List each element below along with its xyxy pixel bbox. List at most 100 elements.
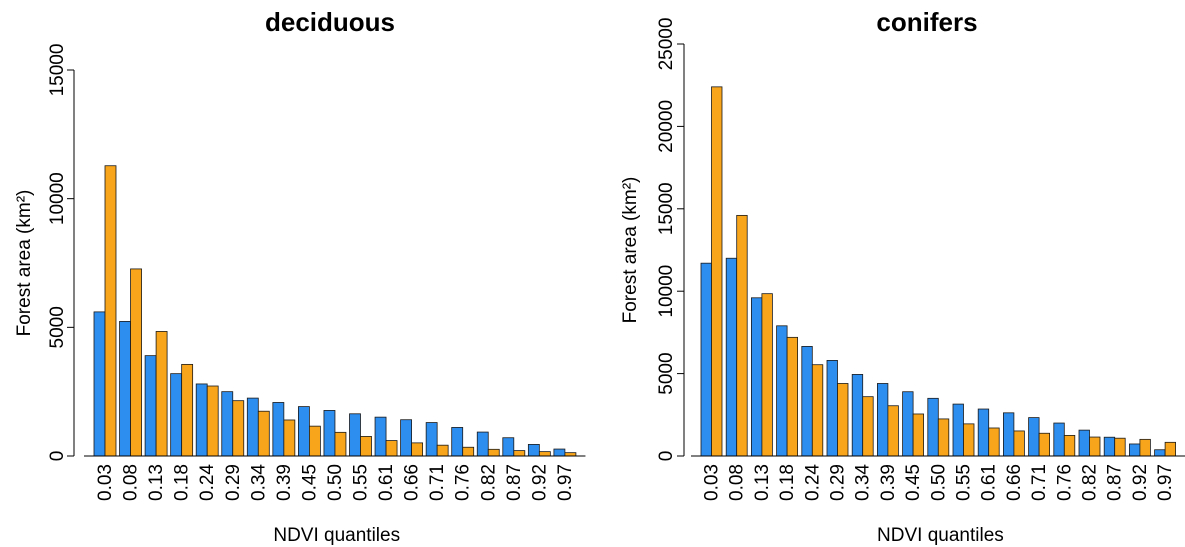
x-tick-label: 0.24 [197,464,218,501]
x-tick-label: 0.76 [453,464,474,501]
bar-orange-0.03 [711,86,723,457]
x-tick-label: 0.66 [1004,464,1025,501]
bar-blue-0.82 [1078,429,1090,457]
bar-orange-0.50 [937,418,950,457]
x-tick-label: 0.34 [248,464,269,501]
x-tick-label: 0.24 [802,464,823,501]
bar-orange-0.61 [385,440,398,457]
x-tick-label: 0.55 [351,464,372,501]
bar-orange-0.03 [104,165,117,457]
bar-orange-0.92 [1139,438,1151,457]
x-tick-label: 0.92 [529,464,550,501]
x-tick-label: 0.50 [928,464,949,501]
x-axis-label: NDVI quantiles [877,525,1004,546]
bar-blue-0.55 [349,413,361,457]
bar-orange-0.34 [257,410,270,457]
bar-blue-0.50 [323,410,336,457]
bar-orange-0.39 [887,405,899,457]
y-tick-label: 0 [47,451,68,462]
x-tick-label: 0.18 [172,464,193,501]
x-tick-label: 0.71 [1029,464,1050,501]
bar-blue-0.08 [725,257,738,457]
bar-orange-0.61 [988,427,1000,457]
bar-orange-0.66 [411,442,424,457]
bar-blue-0.24 [801,346,813,457]
x-tick-label: 0.87 [1105,464,1126,501]
bar-orange-0.08 [736,214,748,457]
bar-blue-0.82 [476,431,489,457]
x-axis-label: NDVI quantiles [273,525,400,546]
x-tick-label: 0.66 [402,464,423,501]
bar-orange-0.87 [513,450,526,457]
bar-blue-0.18 [776,325,788,457]
bar-orange-0.45 [912,413,924,457]
bar-orange-0.29 [837,383,849,457]
bar-blue-0.39 [272,402,285,457]
y-tick-label: 5000 [656,352,677,394]
x-tick-label: 0.82 [1080,464,1101,501]
y-tick-label: 15000 [47,44,68,97]
bar-blue-0.97 [1154,449,1166,457]
bar-blue-0.76 [1053,422,1065,457]
bar-orange-0.66 [1013,430,1025,457]
y-tick-label: 10000 [656,265,677,318]
bar-orange-0.97 [564,452,577,457]
bar-orange-0.39 [283,419,296,457]
x-tick-label: 0.97 [555,464,576,501]
bar-blue-0.29 [826,360,838,457]
bar-orange-0.97 [1164,441,1176,457]
bar-orange-0.18 [181,363,194,457]
x-tick-label: 0.13 [146,464,167,501]
x-tick-label: 0.34 [853,464,874,501]
bar-blue-0.50 [927,397,939,457]
x-tick-label: 0.55 [954,464,975,501]
bar-blue-0.87 [502,437,515,457]
bar-orange-0.55 [963,423,975,457]
chart-panel-conifers: conifers 0 5000 10000 15000 20000 25000 Forest … [620,7,1185,546]
bar-blue-0.13 [144,355,157,457]
x-tick-label: 0.97 [1155,464,1176,501]
bar-orange-0.34 [862,396,874,457]
x-tick-label: 0.61 [979,464,1000,501]
x-tick-label: 0.39 [878,464,899,501]
bar-blue-0.55 [952,403,964,457]
bar-blue-0.03 [93,311,106,457]
y-tick-label: 15000 [656,182,677,235]
x-tick-label: 0.82 [478,464,499,501]
bar-blue-0.03 [700,262,712,457]
x-tick-label: 0.03 [702,464,723,501]
bar-orange-0.82 [487,448,500,457]
x-tick-label: 0.18 [777,464,798,501]
bar-blue-0.92 [527,444,540,457]
bar-orange-0.71 [1038,432,1050,457]
bar-blue-0.45 [902,391,914,457]
bar-blue-0.66 [400,419,413,457]
bar-orange-0.92 [538,451,551,457]
x-tick-label: 0.71 [427,464,448,501]
bar-blue-0.45 [297,406,310,457]
x-tick-label: 0.29 [223,464,244,501]
x-tick-label: 0.92 [1130,464,1151,501]
bar-orange-0.24 [206,385,219,457]
bar-blue-0.08 [119,321,131,457]
bar-orange-0.18 [786,336,798,457]
bar-orange-0.50 [334,431,347,457]
bar-blue-0.34 [851,374,864,457]
bar-blue-0.24 [195,383,208,457]
bar-blue-0.61 [977,408,990,457]
chart-panel-deciduous: deciduous 0 5000 10000 15000 Forest area (km²… [14,7,586,546]
chart-title: deciduous [265,7,395,37]
bar-orange-0.13 [761,293,773,457]
bar-orange-0.76 [462,446,475,457]
x-tick-label: 0.61 [376,464,397,501]
bar-orange-0.55 [360,436,372,457]
y-tick-label: 25000 [656,18,677,71]
bar-blue-0.66 [1003,412,1015,457]
chart-title: conifers [876,7,977,37]
x-tick-label: 0.29 [828,464,849,501]
bar-blue-0.18 [170,373,183,457]
bar-orange-0.13 [155,331,168,457]
y-tick-label: 0 [656,451,677,462]
bar-orange-0.08 [130,268,142,457]
x-tick-label: 0.76 [1054,464,1075,501]
